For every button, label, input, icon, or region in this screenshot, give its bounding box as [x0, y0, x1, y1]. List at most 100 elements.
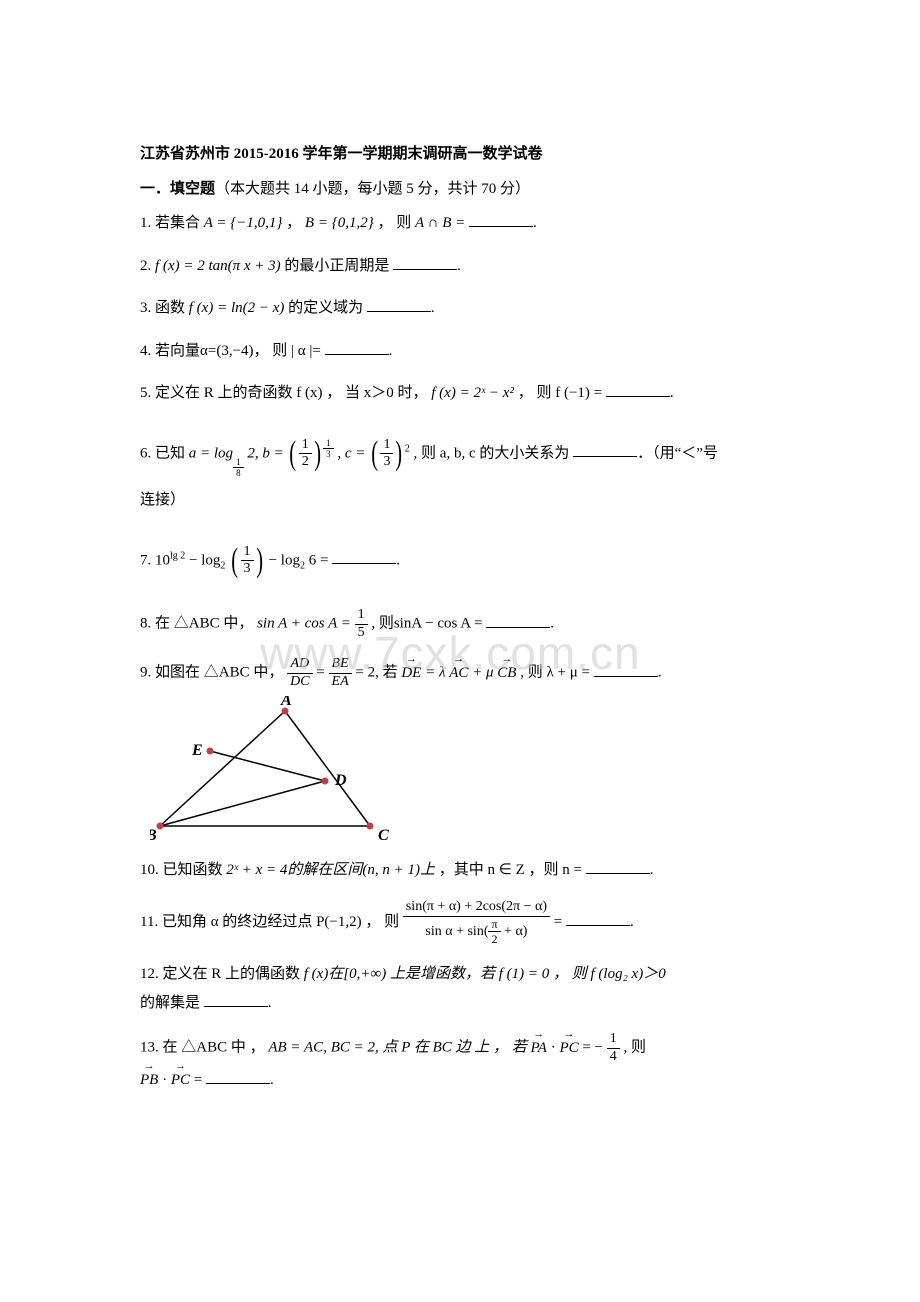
answer-blank[interactable] — [573, 442, 637, 457]
text: + μ — [472, 665, 493, 681]
qnum: 9. — [140, 665, 151, 681]
text: 在 △ABC 中 ， — [163, 1040, 269, 1056]
den: 3 — [380, 454, 393, 471]
question-10: 10. 已知函数 2ˣ + x = 4的解在区间(n, n + 1)上 ，其中 … — [140, 856, 780, 885]
expr: f (x) = ln(2 − x) — [189, 300, 285, 316]
rparen: ) — [314, 422, 321, 487]
answer-blank[interactable] — [332, 549, 396, 564]
text: 已知函数 — [163, 862, 227, 878]
den: DC — [287, 674, 312, 691]
text: . — [533, 215, 537, 231]
question-1: 1. 若集合 A = {−1,0,1} ， B = {0,1,2} ， 则 A … — [140, 209, 780, 238]
text: 定义在 R 上的奇函数 f (x) ， 当 x＞0 时， — [155, 385, 431, 401]
text: ， 则 f (−1) = — [518, 385, 606, 401]
num: 1 — [241, 544, 254, 562]
question-6: 6. 已知 a = log18 2, b = (12)13 , c = (13)… — [140, 422, 780, 515]
answer-blank[interactable] — [566, 911, 630, 926]
rparen: ) — [396, 422, 403, 487]
expr: A ∩ B = — [415, 215, 465, 231]
expr: A = {−1,0,1} — [204, 215, 283, 231]
text: 已知角 α 的终边经过点 P(−1,2) ， 则 — [162, 914, 403, 930]
expr: − log — [189, 552, 220, 568]
text: = 2, 若 — [355, 665, 397, 681]
text: = — [316, 665, 328, 681]
question-12: 12. 定义在 R 上的偶函数 f (x)在[0,+∞) 上是增函数，若 f (… — [140, 960, 780, 1017]
svg-text:A: A — [280, 696, 292, 709]
den: 2 — [299, 454, 312, 471]
question-5: 5. 定义在 R 上的奇函数 f (x) ， 当 x＞0 时， f (x) = … — [140, 379, 780, 408]
expr: b = — [262, 445, 283, 461]
expr: f (x)在[0,+∞) 上是增函数，若 — [304, 966, 499, 982]
text: . — [431, 300, 435, 316]
text: 函数 — [155, 300, 189, 316]
text: . — [457, 258, 461, 274]
num: AD — [287, 656, 312, 674]
qnum: 3. — [140, 300, 151, 316]
expr: sin A + cos A = — [257, 616, 351, 632]
answer-blank[interactable] — [606, 382, 670, 397]
text: 若集合 — [155, 215, 204, 231]
den: 5 — [355, 625, 368, 642]
num: π — [488, 917, 500, 932]
text: 的解集是 — [140, 995, 200, 1011]
svg-text:D: D — [334, 772, 347, 789]
lparen: ( — [231, 529, 238, 594]
text: . — [630, 914, 634, 930]
question-7: 7. 10lg 2 − log2 (13) − log2 6 = . — [140, 529, 780, 594]
num: 1 — [323, 438, 334, 450]
text: , 则 a, b, c 的大小关系为 — [414, 445, 570, 461]
num: 1 — [299, 437, 312, 455]
answer-blank[interactable] — [367, 297, 431, 312]
answer-blank[interactable] — [393, 255, 457, 270]
qnum: 6. — [140, 445, 151, 461]
svg-text:B: B — [150, 827, 157, 844]
text: ， — [286, 215, 301, 231]
text: . — [268, 995, 272, 1011]
vector-AC: AC — [449, 659, 468, 688]
text: ．（用“＜”号 — [637, 445, 718, 461]
text: = λ — [425, 665, 445, 681]
text: , 则 — [624, 1040, 647, 1056]
vector-DE: DE — [401, 659, 421, 688]
text: 在 △ABC 中， — [155, 616, 257, 632]
qnum: 4. — [140, 343, 151, 359]
qnum: 7. — [140, 552, 151, 568]
answer-blank[interactable] — [469, 212, 533, 227]
text: . — [270, 1072, 274, 1088]
expr: f (1) = 0 ， 则 — [499, 966, 591, 982]
num: 1 — [355, 607, 368, 625]
den: EA — [329, 674, 352, 691]
section-label: 一．填空题 — [140, 181, 215, 197]
text: . — [396, 552, 400, 568]
text: , 则 λ + μ = — [520, 665, 593, 681]
rparen: ) — [256, 529, 263, 594]
text: . — [670, 385, 674, 401]
question-13: 13. 在 △ABC 中 ， AB = AC, BC = 2, 点 P 在 BC… — [140, 1031, 780, 1094]
question-9: 9. 如图在 △ABC 中， ADDC = BEEA = 2, 若 DE = λ… — [140, 656, 780, 691]
expr: f (log₂ x)＞0 — [591, 966, 666, 982]
triangle-diagram: AEDBC — [150, 696, 410, 846]
expr: 2, — [247, 445, 258, 461]
question-4: 4. 若向量α=(3,−4)， 则 | α |= . — [140, 337, 780, 366]
answer-blank[interactable] — [206, 1069, 270, 1084]
num: 1 — [380, 437, 393, 455]
answer-blank[interactable] — [594, 662, 658, 677]
text: = − — [582, 1040, 603, 1056]
answer-blank[interactable] — [325, 340, 389, 355]
text: = — [194, 1072, 206, 1088]
text: 如图在 △ABC 中， — [155, 665, 287, 681]
answer-blank[interactable] — [586, 859, 650, 874]
expr: f (x) = 2ˣ − x² — [431, 385, 514, 401]
answer-blank[interactable] — [486, 613, 550, 628]
sub: 2 — [300, 560, 305, 571]
sub: 2 — [220, 560, 225, 571]
page-title: 江苏省苏州市 2015-2016 学年第一学期期末调研高一数学试卷 — [140, 140, 780, 169]
text: , 则sinA − cos A = — [371, 616, 486, 632]
qnum: 5. — [140, 385, 151, 401]
answer-blank[interactable] — [204, 992, 268, 1007]
lparen: ( — [290, 422, 297, 487]
expr: 2ˣ + x = 4的解在区间(n, n + 1)上 — [226, 862, 435, 878]
exp: 2 — [405, 443, 410, 454]
lparen: ( — [371, 422, 378, 487]
text: + α) — [501, 924, 528, 939]
